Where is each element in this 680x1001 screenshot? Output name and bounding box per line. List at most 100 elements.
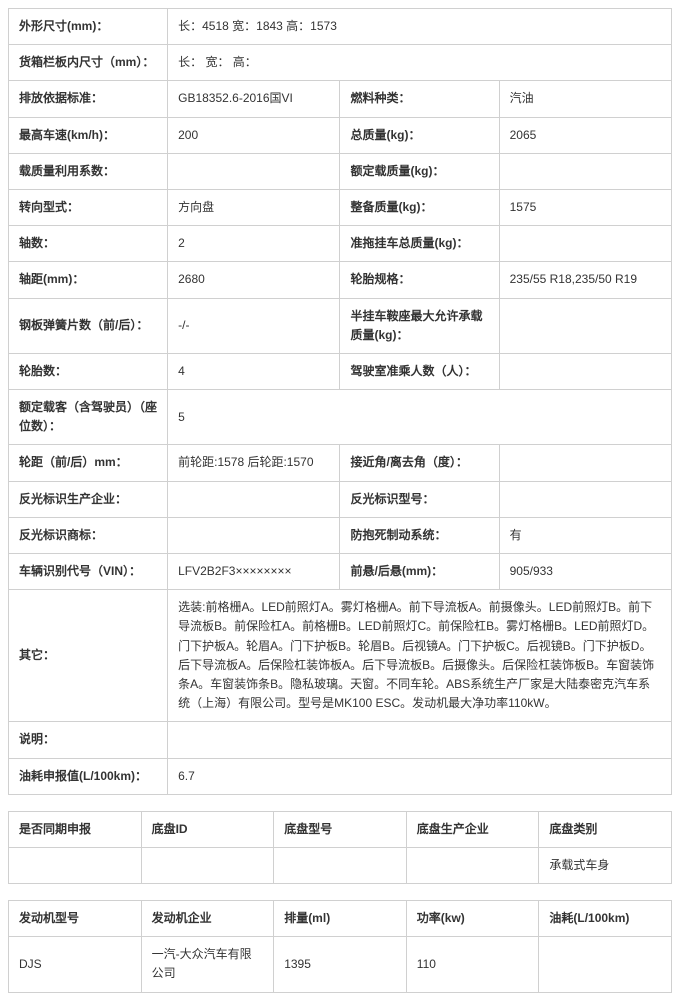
table-row: 反光标识商标： 防抱死制动系统： 有	[9, 517, 672, 553]
value-angle	[499, 445, 671, 481]
table-header-row: 是否同期申报 底盘ID 底盘型号 底盘生产企业 底盘类别	[9, 811, 672, 847]
value-trailer	[499, 226, 671, 262]
chassis-v-model	[274, 847, 407, 883]
chassis-v-type: 承载式车身	[539, 847, 672, 883]
label-leaf: 钢板弹簧片数（前/后）：	[9, 298, 168, 353]
chassis-h-same: 是否同期申报	[9, 811, 142, 847]
label-remark: 说明：	[9, 722, 168, 758]
label-cabseats: 驾驶室准乘人数（人）：	[340, 353, 499, 389]
engine-h-mfr: 发动机企业	[141, 901, 274, 937]
value-reflmark	[168, 517, 340, 553]
engine-v-mfr: 一汽-大众汽车有限公司	[141, 937, 274, 992]
label-rated: 额定载质量(kg)：	[340, 153, 499, 189]
engine-v-model: DJS	[9, 937, 142, 992]
label-wheelbase: 轴距(mm)：	[9, 262, 168, 298]
label-tirespec: 轮胎规格：	[340, 262, 499, 298]
value-cargo: 长： 宽： 高：	[168, 45, 672, 81]
label-vin: 车辆识别代号（VIN）：	[9, 554, 168, 590]
value-leaf: -/-	[168, 298, 340, 353]
engine-v-power: 110	[406, 937, 539, 992]
table-row: 排放依据标准： GB18352.6-2016国VI 燃料种类： 汽油	[9, 81, 672, 117]
label-reflmfr: 反光标识生产企业：	[9, 481, 168, 517]
table-row: 钢板弹簧片数（前/后）： -/- 半挂车鞍座最大允许承载质量(kg)：	[9, 298, 672, 353]
value-other: 选装:前格栅A。LED前照灯A。雾灯格栅A。前下导流板A。前摄像头。LED前照灯…	[168, 590, 672, 722]
table-row: 载质量利用系数： 额定载质量(kg)：	[9, 153, 672, 189]
value-semitrailer	[499, 298, 671, 353]
table-row: 轮胎数： 4 驾驶室准乘人数（人）：	[9, 353, 672, 389]
label-track: 轮距（前/后）mm：	[9, 445, 168, 481]
value-axles: 2	[168, 226, 340, 262]
label-passengers: 额定载客（含驾驶员）（座位数）：	[9, 390, 168, 445]
table-row: DJS 一汽-大众汽车有限公司 1395 110	[9, 937, 672, 992]
value-overhang: 905/933	[499, 554, 671, 590]
value-fuel: 汽油	[499, 81, 671, 117]
table-row: 最高车速(km/h)： 200 总质量(kg)： 2065	[9, 117, 672, 153]
table-row: 油耗申报值(L/100km)： 6.7	[9, 758, 672, 794]
value-curb: 1575	[499, 189, 671, 225]
value-tirespec: 235/55 R18,235/50 R19	[499, 262, 671, 298]
table-row: 车辆识别代号（VIN）： LFV2B2F3×××××××× 前悬/后悬(mm)：…	[9, 554, 672, 590]
value-cabseats	[499, 353, 671, 389]
table-row: 外形尺寸(mm)： 长：4518 宽：1843 高：1573	[9, 9, 672, 45]
table-row: 轴距(mm)： 2680 轮胎规格： 235/55 R18,235/50 R19	[9, 262, 672, 298]
label-reflmark: 反光标识商标：	[9, 517, 168, 553]
value-abs: 有	[499, 517, 671, 553]
chassis-h-mfr: 底盘生产企业	[406, 811, 539, 847]
label-curb: 整备质量(kg)：	[340, 189, 499, 225]
table-row: 承载式车身	[9, 847, 672, 883]
table-row: 转向型式： 方向盘 整备质量(kg)： 1575	[9, 189, 672, 225]
engine-h-disp: 排量(ml)	[274, 901, 407, 937]
label-fuelcons: 油耗申报值(L/100km)：	[9, 758, 168, 794]
engine-table: 发动机型号 发动机企业 排量(ml) 功率(kw) 油耗(L/100km) DJ…	[8, 900, 672, 993]
label-gross: 总质量(kg)：	[340, 117, 499, 153]
engine-h-power: 功率(kw)	[406, 901, 539, 937]
value-passengers: 5	[168, 390, 672, 445]
value-track: 前轮距:1578 后轮距:1570	[168, 445, 340, 481]
value-steer: 方向盘	[168, 189, 340, 225]
engine-h-fuel: 油耗(L/100km)	[539, 901, 672, 937]
label-other: 其它：	[9, 590, 168, 722]
chassis-h-id: 底盘ID	[141, 811, 274, 847]
label-abs: 防抱死制动系统：	[340, 517, 499, 553]
table-row: 额定载客（含驾驶员）（座位数）： 5	[9, 390, 672, 445]
value-rated	[499, 153, 671, 189]
value-dim: 长：4518 宽：1843 高：1573	[168, 9, 672, 45]
engine-v-fuel	[539, 937, 672, 992]
table-row: 轴数： 2 准拖挂车总质量(kg)：	[9, 226, 672, 262]
value-vin: LFV2B2F3××××××××	[168, 554, 340, 590]
value-gross: 2065	[499, 117, 671, 153]
label-loadcoef: 载质量利用系数：	[9, 153, 168, 189]
value-reflmfr	[168, 481, 340, 517]
label-dim: 外形尺寸(mm)：	[9, 9, 168, 45]
label-semitrailer: 半挂车鞍座最大允许承载质量(kg)：	[340, 298, 499, 353]
label-axles: 轴数：	[9, 226, 168, 262]
value-emission: GB18352.6-2016国VI	[168, 81, 340, 117]
value-wheelbase: 2680	[168, 262, 340, 298]
value-maxspeed: 200	[168, 117, 340, 153]
value-loadcoef	[168, 153, 340, 189]
spec-table: 外形尺寸(mm)： 长：4518 宽：1843 高：1573 货箱栏板内尺寸（m…	[8, 8, 672, 795]
label-tires: 轮胎数：	[9, 353, 168, 389]
label-cargo: 货箱栏板内尺寸（mm）：	[9, 45, 168, 81]
chassis-h-type: 底盘类别	[539, 811, 672, 847]
table-row: 说明：	[9, 722, 672, 758]
label-overhang: 前悬/后悬(mm)：	[340, 554, 499, 590]
engine-v-disp: 1395	[274, 937, 407, 992]
table-row: 反光标识生产企业： 反光标识型号：	[9, 481, 672, 517]
label-reflmodel: 反光标识型号：	[340, 481, 499, 517]
chassis-table: 是否同期申报 底盘ID 底盘型号 底盘生产企业 底盘类别 承载式车身	[8, 811, 672, 884]
table-header-row: 发动机型号 发动机企业 排量(ml) 功率(kw) 油耗(L/100km)	[9, 901, 672, 937]
label-steer: 转向型式：	[9, 189, 168, 225]
table-row: 轮距（前/后）mm： 前轮距:1578 后轮距:1570 接近角/离去角（度）：	[9, 445, 672, 481]
value-remark	[168, 722, 672, 758]
chassis-v-same	[9, 847, 142, 883]
value-fuelcons: 6.7	[168, 758, 672, 794]
label-angle: 接近角/离去角（度）：	[340, 445, 499, 481]
table-row: 货箱栏板内尺寸（mm）： 长： 宽： 高：	[9, 45, 672, 81]
chassis-v-id	[141, 847, 274, 883]
engine-h-model: 发动机型号	[9, 901, 142, 937]
label-fuel: 燃料种类：	[340, 81, 499, 117]
label-trailer: 准拖挂车总质量(kg)：	[340, 226, 499, 262]
table-row: 其它： 选装:前格栅A。LED前照灯A。雾灯格栅A。前下导流板A。前摄像头。LE…	[9, 590, 672, 722]
chassis-v-mfr	[406, 847, 539, 883]
